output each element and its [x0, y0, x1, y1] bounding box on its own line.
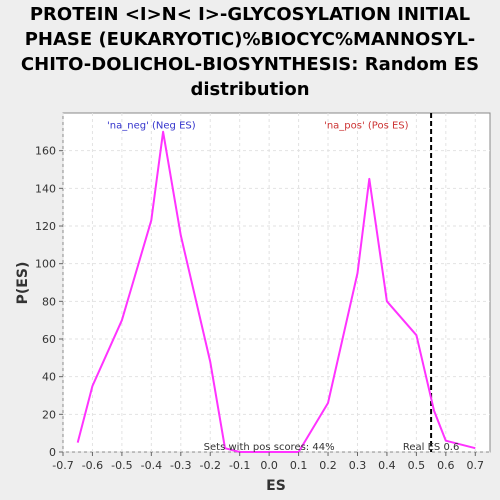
x-tick-label: -0.1 [229, 459, 250, 472]
y-axis-label: P(ES) [15, 262, 31, 305]
y-tick-label: 160 [35, 145, 56, 158]
x-tick-label: 0.3 [349, 459, 367, 472]
chart-title-line: CHITO-DOLICHOL-BIOSYNTHESIS: Random ES [20, 54, 480, 75]
y-tick-label: 140 [35, 182, 56, 195]
x-tick-label: -0.7 [52, 459, 73, 472]
x-tick-label: 0.6 [437, 459, 455, 472]
x-tick-label: 0.0 [260, 459, 278, 472]
tick-layer: -0.7 -0.6 -0.5 -0.4 -0.3 -0.2 -0.1 0.0 0.1 0.2 0.3… [35, 145, 484, 472]
chart-title-line: PROTEIN <I>N< I>-GLYCOSYLATION INITIAL [29, 4, 471, 25]
x-tick-label: 0.5 [408, 459, 426, 472]
y-tick-label: 20 [42, 408, 56, 421]
annotation-layer: 'na_neg' (Neg ES) 'na_pos' (Pos ES) Sets w… [107, 120, 459, 453]
y-tick-label: 120 [35, 220, 56, 233]
x-tick-label: 0.1 [290, 459, 308, 472]
x-tick-label: 0.2 [319, 459, 337, 472]
plot-background [62, 112, 491, 453]
y-tick-label: 0 [49, 446, 56, 459]
y-tick-label: 60 [42, 333, 56, 346]
y-tick-label: 80 [42, 295, 56, 308]
y-tick-label: 40 [42, 371, 56, 384]
y-tick-label: 100 [35, 258, 56, 271]
x-tick-label: -0.3 [170, 459, 191, 472]
x-tick-label: -0.4 [141, 459, 162, 472]
x-tick-label: -0.6 [82, 459, 103, 472]
x-tick-label: 0.4 [378, 459, 396, 472]
x-tick-label: 0.7 [467, 459, 485, 472]
grid [62, 113, 490, 453]
chart-title: PROTEIN <I>N< I>-GLYCOSYLATION INITIAL PH… [0, 2, 500, 102]
pos-es-label: 'na_pos' (Pos ES) [324, 120, 409, 131]
pos-scores-label: Sets with pos scores: 44% [204, 442, 335, 453]
real-es-label: Real ES 0.6 [403, 442, 459, 453]
chart-title-line: distribution [190, 79, 310, 100]
x-axis-label: ES [266, 478, 286, 494]
neg-es-label: 'na_neg' (Neg ES) [107, 120, 196, 131]
x-tick-label: -0.5 [111, 459, 132, 472]
x-tick-label: -0.2 [200, 459, 221, 472]
chart-title-line: PHASE (EUKARYOTIC)%BIOCYC%MANNOSYL- [24, 29, 476, 50]
